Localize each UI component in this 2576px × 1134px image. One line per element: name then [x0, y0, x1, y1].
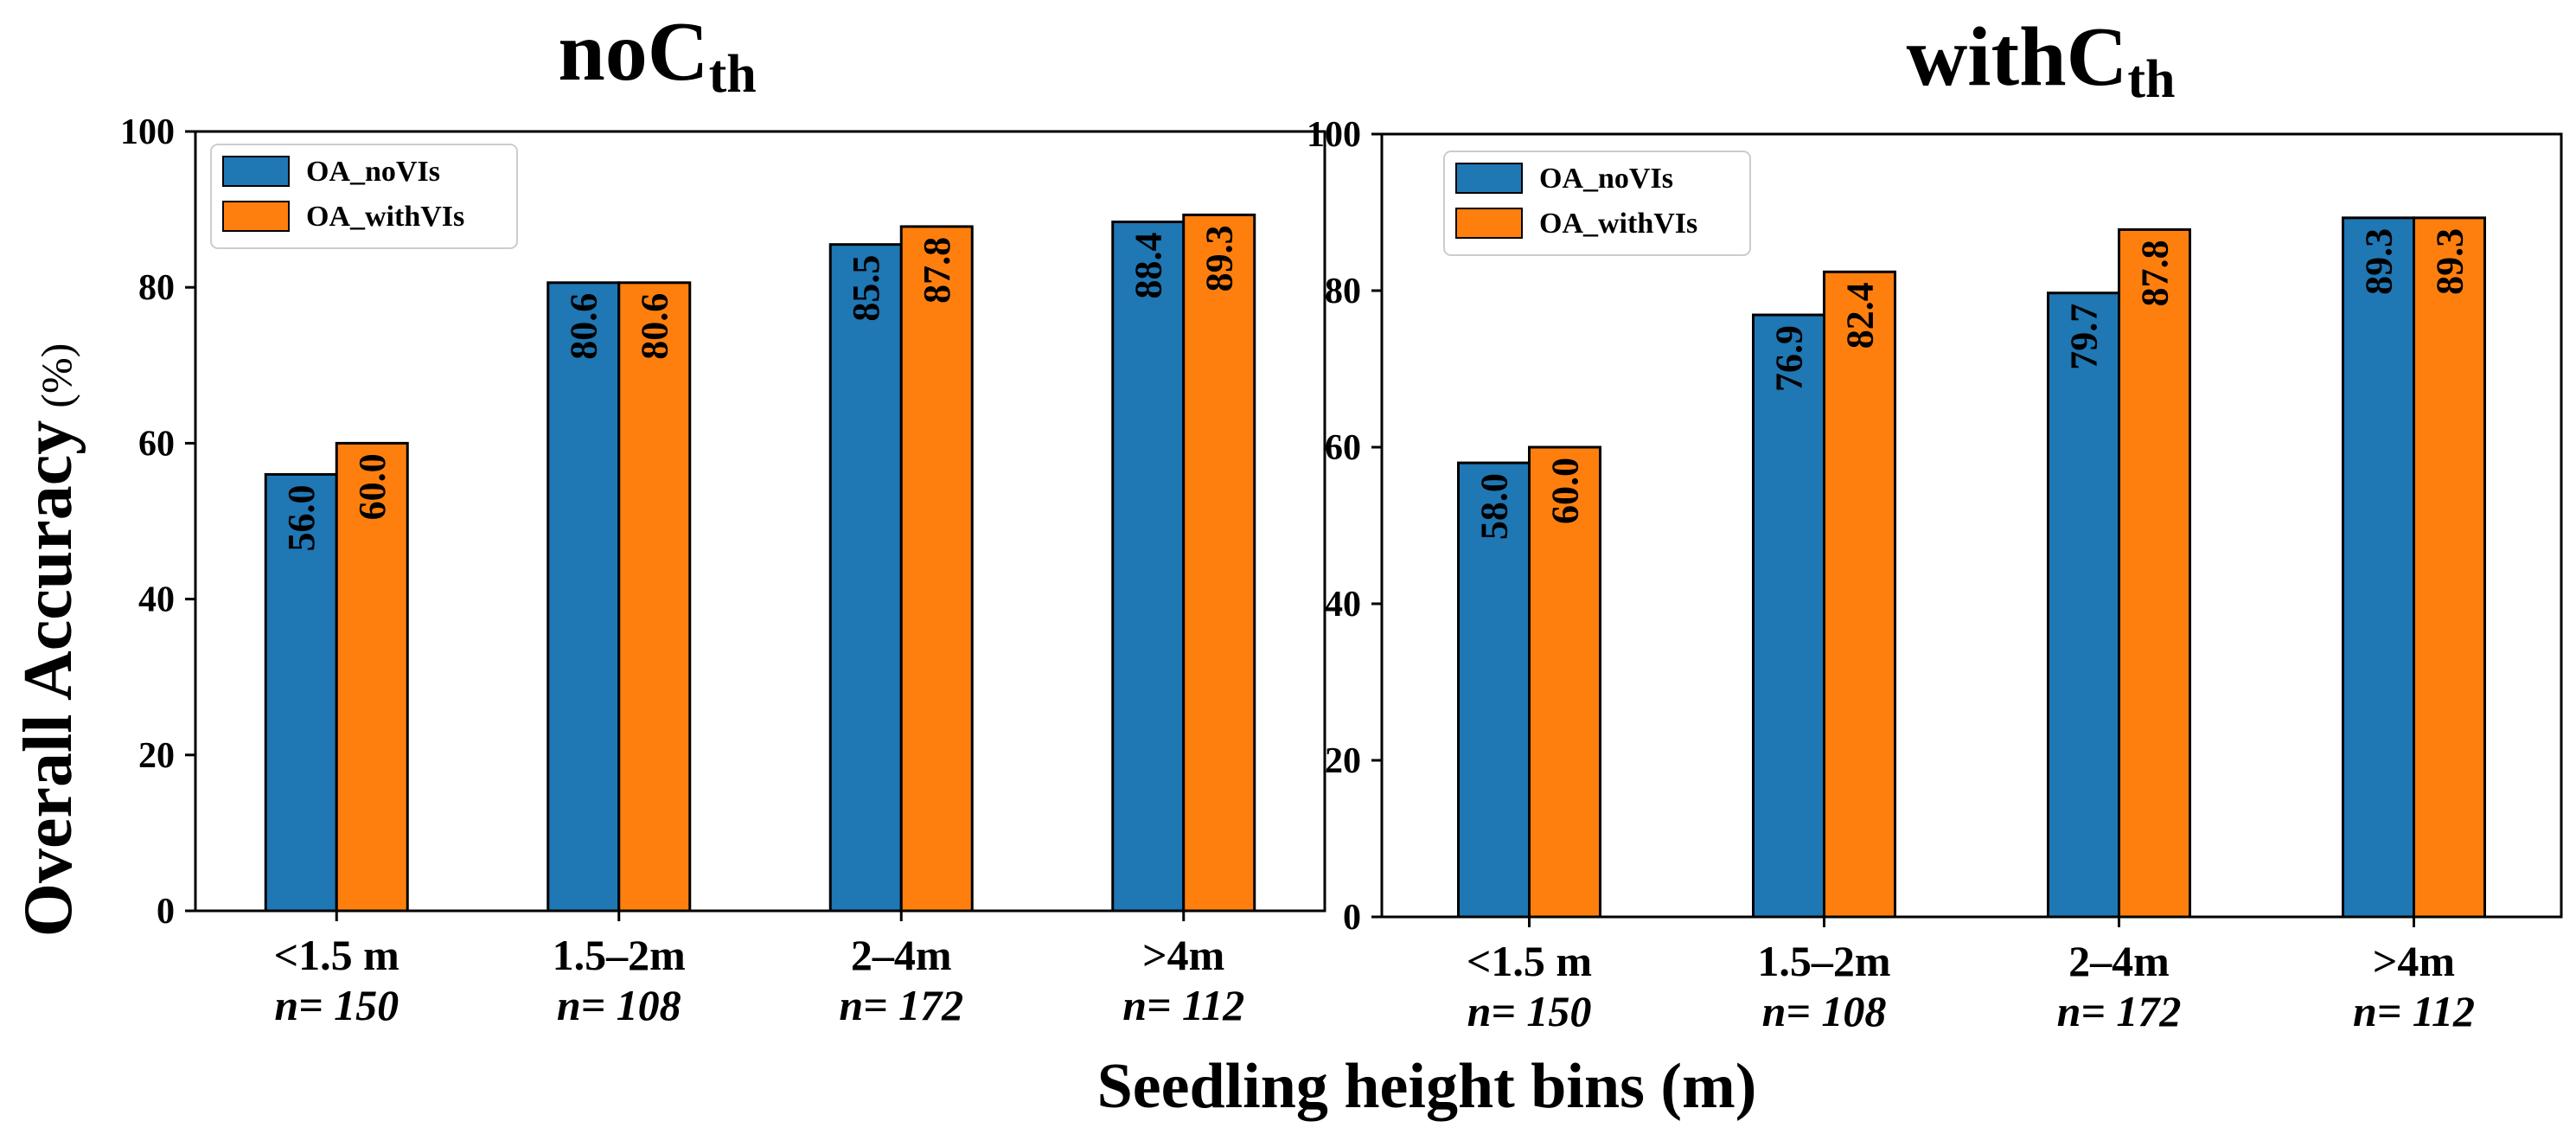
bar-oa-novis-2 — [828, 243, 903, 913]
legend: OA_noVIs OA_withVIs — [210, 144, 518, 249]
legend-swatch-1 — [222, 201, 290, 232]
y-tick-label: 20 — [138, 736, 175, 776]
plot-frame — [1380, 132, 2563, 919]
bar-oa-novis-1 — [1752, 313, 1825, 919]
x-axis-label: Seedling height bins (m) — [1097, 1051, 1757, 1122]
bar-value-label: 89.3 — [2429, 228, 2471, 295]
y-tick-label: 100 — [1307, 115, 1361, 155]
plot-frame — [194, 130, 1326, 913]
bar-value-label: 80.6 — [563, 293, 605, 360]
legend-label-0: OA_noVIs — [1539, 163, 1673, 195]
x-tick-label: <1.5 m — [1467, 937, 1592, 985]
y-tick-label: 0 — [1343, 898, 1361, 938]
y-tick-label: 20 — [1325, 741, 1361, 781]
bar-oa-novis-0 — [1457, 461, 1531, 919]
bar-oa-withvis-1 — [617, 281, 692, 913]
x-tick-label: >4m — [2373, 937, 2455, 985]
bar-oa-novis-2 — [2047, 292, 2120, 919]
bar-oa-withvis-2 — [2118, 227, 2191, 919]
x-tick-label: 2–4m — [2068, 937, 2170, 985]
y-tick-label: 40 — [138, 580, 175, 620]
bar-oa-withvis-1 — [1823, 270, 1896, 919]
bar-value-label: 88.4 — [1128, 233, 1170, 299]
bar-oa-withvis-0 — [1528, 445, 1601, 919]
sample-size-label: n= 150 — [274, 981, 399, 1029]
legend-swatch-0 — [222, 156, 290, 187]
y-tick-label: 80 — [1325, 272, 1361, 311]
bar-value-label: 89.3 — [2358, 228, 2400, 295]
bar-oa-novis-0 — [264, 472, 338, 913]
bar-value-label: 60.0 — [351, 453, 393, 520]
bar-value-label: 80.6 — [634, 293, 676, 360]
y-tick-label: 100 — [120, 112, 175, 152]
legend-label-0: OA_noVIs — [306, 156, 440, 188]
y-tick-label: 60 — [1325, 428, 1361, 468]
sample-size-label: n= 172 — [839, 981, 963, 1029]
x-tick-label: 2–4m — [851, 931, 952, 979]
legend-label-1: OA_withVIs — [1539, 208, 1697, 240]
bar-value-label: 79.7 — [2063, 304, 2106, 370]
legend-swatch-0 — [1455, 163, 1523, 194]
sample-size-label: n= 108 — [557, 981, 681, 1029]
y-axis-label: Overall Accuracy(%) — [10, 343, 86, 938]
bar-value-label: 85.5 — [845, 255, 887, 322]
x-tick-label: 1.5–2m — [1757, 937, 1890, 985]
chart-with-cth: withCth 58.0 76.9 79.7 89.3 60.0 82.4 87.8 89.3 0… — [1307, 10, 2563, 1035]
bar-value-label: 82.4 — [1839, 282, 1882, 349]
chart-no-cth: noCth 56.0 80.6 85.5 88.4 60.0 80.6 87.8 89.3 0 20… — [120, 5, 1326, 1029]
bar-value-label: 87.8 — [916, 237, 958, 304]
bar-value-label: 60.0 — [1544, 458, 1587, 524]
bar-oa-novis-3 — [1111, 221, 1186, 913]
legend-swatch-1 — [1455, 208, 1523, 239]
y-tick-label: 60 — [138, 424, 175, 464]
x-tick-label: 1.5–2m — [553, 931, 686, 979]
bar-oa-novis-3 — [2342, 216, 2415, 919]
x-tick-label: >4m — [1142, 931, 1224, 979]
chart-title: noCth — [558, 5, 756, 104]
bar-value-label: 87.8 — [2134, 240, 2176, 306]
y-tick-label: 0 — [157, 892, 175, 932]
chart-title: withCth — [1906, 10, 2175, 109]
bar-oa-withvis-3 — [1182, 213, 1256, 913]
legend-label-1: OA_withVIs — [306, 201, 464, 233]
y-tick-label: 40 — [1325, 585, 1361, 625]
bar-value-label: 56.0 — [280, 484, 323, 551]
legend: OA_noVIs OA_withVIs — [1443, 151, 1751, 256]
bar-value-label: 58.0 — [1473, 473, 1516, 540]
y-tick-label: 80 — [138, 268, 175, 308]
bar-oa-withvis-0 — [335, 441, 409, 913]
chart-title-subscript: th — [709, 45, 757, 104]
bar-value-label: 89.3 — [1199, 225, 1241, 292]
sample-size-label: n= 172 — [2057, 987, 2182, 1035]
bar-oa-novis-1 — [547, 281, 621, 913]
bar-oa-withvis-3 — [2413, 216, 2486, 919]
chart-title-subscript: th — [2127, 50, 2175, 109]
sample-size-label: n= 108 — [1762, 987, 1887, 1035]
sample-size-label: n= 112 — [1122, 981, 1244, 1029]
x-tick-label: <1.5 m — [274, 931, 400, 979]
bar-oa-withvis-2 — [899, 225, 974, 913]
sample-size-label: n= 150 — [1467, 987, 1592, 1035]
chart-title-main: noC — [558, 5, 708, 99]
sample-size-label: n= 112 — [2353, 987, 2475, 1035]
bar-value-label: 76.9 — [1768, 325, 1811, 392]
chart-title-main: withC — [1906, 10, 2127, 104]
